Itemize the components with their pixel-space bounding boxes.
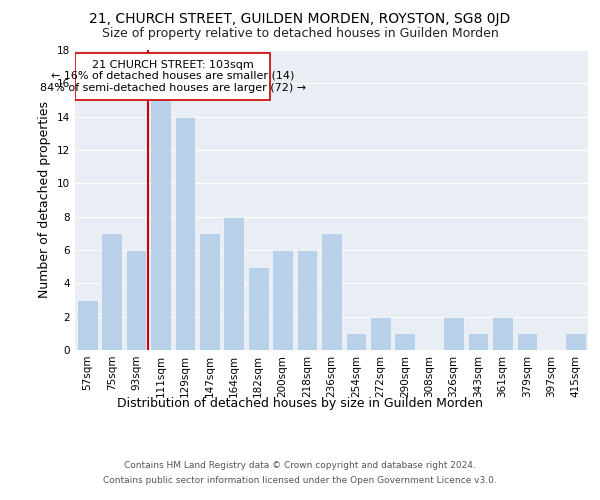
Bar bbox=[346, 334, 367, 350]
Bar bbox=[394, 334, 415, 350]
Bar bbox=[565, 334, 586, 350]
Bar bbox=[223, 216, 244, 350]
Text: 84% of semi-detached houses are larger (72) →: 84% of semi-detached houses are larger (… bbox=[40, 82, 306, 92]
Y-axis label: Number of detached properties: Number of detached properties bbox=[38, 102, 52, 298]
Bar bbox=[101, 234, 122, 350]
Text: ← 16% of detached houses are smaller (14): ← 16% of detached houses are smaller (14… bbox=[51, 71, 295, 81]
FancyBboxPatch shape bbox=[76, 52, 271, 100]
Bar bbox=[248, 266, 269, 350]
Bar bbox=[272, 250, 293, 350]
Bar bbox=[517, 334, 538, 350]
Bar bbox=[443, 316, 464, 350]
Bar bbox=[321, 234, 342, 350]
Bar bbox=[492, 316, 513, 350]
Bar bbox=[370, 316, 391, 350]
Bar bbox=[175, 116, 196, 350]
Text: 21 CHURCH STREET: 103sqm: 21 CHURCH STREET: 103sqm bbox=[92, 60, 254, 70]
Bar bbox=[77, 300, 98, 350]
Text: Contains HM Land Registry data © Crown copyright and database right 2024.: Contains HM Land Registry data © Crown c… bbox=[124, 461, 476, 470]
Text: Distribution of detached houses by size in Guilden Morden: Distribution of detached houses by size … bbox=[117, 398, 483, 410]
Text: Contains public sector information licensed under the Open Government Licence v3: Contains public sector information licen… bbox=[103, 476, 497, 485]
Bar bbox=[125, 250, 146, 350]
Bar bbox=[296, 250, 317, 350]
Text: 21, CHURCH STREET, GUILDEN MORDEN, ROYSTON, SG8 0JD: 21, CHURCH STREET, GUILDEN MORDEN, ROYST… bbox=[89, 12, 511, 26]
Bar bbox=[199, 234, 220, 350]
Bar bbox=[467, 334, 488, 350]
Bar bbox=[150, 100, 171, 350]
Text: Size of property relative to detached houses in Guilden Morden: Size of property relative to detached ho… bbox=[101, 28, 499, 40]
